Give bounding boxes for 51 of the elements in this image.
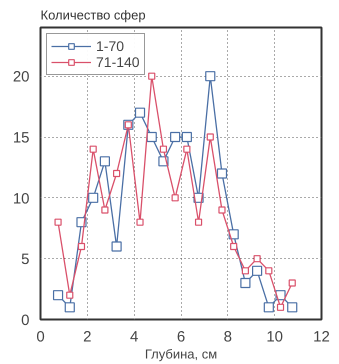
point [101, 206, 108, 214]
point [218, 206, 226, 214]
point [90, 146, 97, 153]
x-tick-label: 12 [313, 328, 330, 346]
point [265, 267, 272, 274]
point [160, 146, 168, 153]
point [112, 241, 122, 252]
y-tick-label: 0 [21, 312, 30, 329]
y-tick-label: 15 [12, 130, 30, 146]
y-tick-label: 10 [12, 190, 30, 208]
point [54, 218, 62, 226]
x-tick-label: 6 [176, 328, 186, 346]
point [252, 266, 262, 276]
point [172, 194, 179, 202]
point [78, 242, 86, 250]
point [66, 292, 74, 299]
point [52, 290, 64, 300]
x-tick-label: 10 [266, 328, 284, 346]
x-tick-label: 0 [36, 328, 45, 346]
point [205, 71, 216, 82]
x-tick-label: 4 [130, 328, 138, 346]
point [183, 146, 190, 153]
point [100, 156, 110, 166]
point [194, 218, 202, 226]
point [276, 304, 284, 311]
y-axis-title: Количество сфер [40, 8, 146, 22]
point [216, 168, 228, 179]
point [148, 72, 156, 80]
point [254, 255, 261, 262]
point [134, 108, 146, 118]
point [146, 132, 157, 142]
point [113, 170, 120, 178]
point [206, 133, 214, 141]
point [287, 302, 298, 312]
point [170, 132, 180, 142]
point [88, 192, 98, 203]
point [242, 267, 249, 274]
point [136, 218, 144, 226]
point [64, 302, 75, 312]
point [230, 242, 238, 250]
y-tick-label: 5 [21, 251, 30, 268]
point [240, 278, 250, 288]
point [288, 279, 296, 287]
x-axis-title: Глубина, см [144, 346, 218, 362]
x-tick-label: 2 [83, 328, 92, 346]
y-tick-label: 20 [12, 68, 30, 86]
x-tick-label: 8 [224, 328, 232, 346]
legend-label: 1-70 [96, 38, 124, 54]
point [264, 302, 274, 312]
legend-label: 71-140 [96, 54, 140, 70]
point [182, 132, 192, 142]
